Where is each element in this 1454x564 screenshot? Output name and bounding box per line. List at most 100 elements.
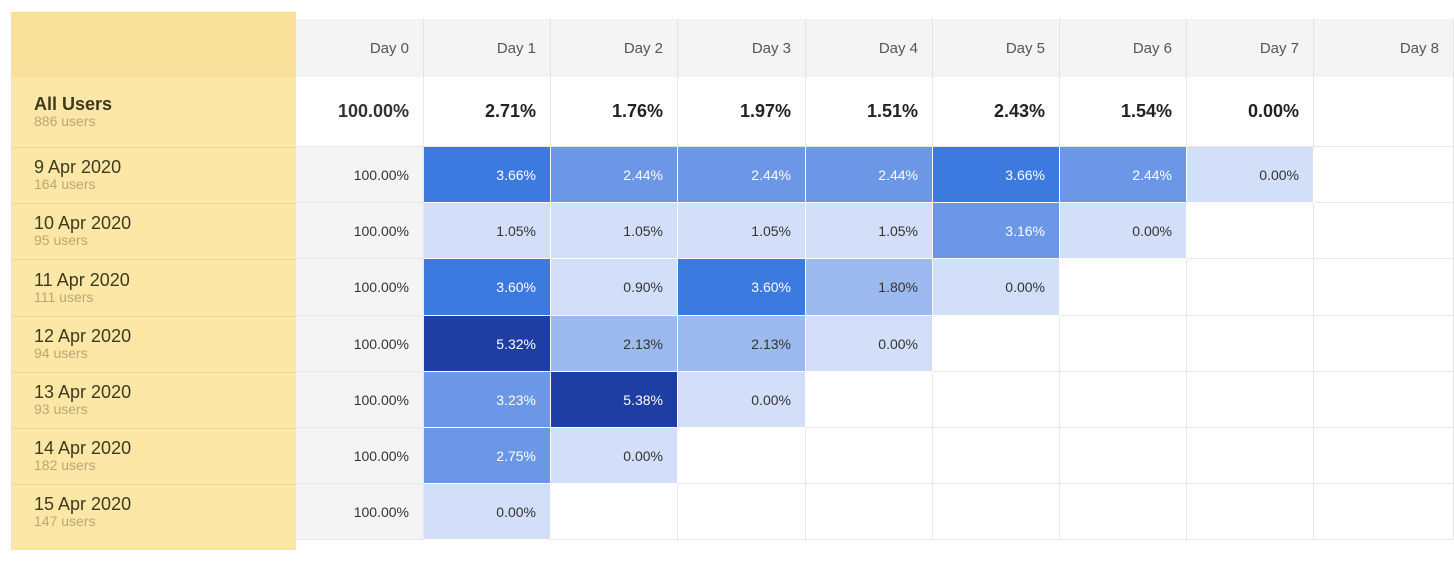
empty-cell: [933, 484, 1060, 540]
column-header-day-4: Day 4: [806, 19, 933, 77]
cohort-1-day-3-cell: 1.05%: [678, 203, 806, 259]
empty-cell: [933, 428, 1060, 484]
row-label-cohort-6-name: 15 Apr 2020: [34, 494, 132, 515]
cohort-1-day-5-cell: 3.16%: [933, 203, 1060, 259]
cohort-0-day-6-cell: 2.44%: [1060, 147, 1187, 203]
row-label-all-users: All Users 886 users: [34, 95, 112, 129]
cohort-2-day-1-cell: 3.60%: [424, 259, 551, 316]
cohort-4-day-0-cell: 100.00%: [296, 372, 424, 428]
row-divider: [11, 147, 296, 148]
total-cell-day-8: [1314, 77, 1454, 147]
cohort-1-day-1-cell: 1.05%: [424, 203, 551, 259]
empty-cell: [1060, 259, 1187, 316]
row-label-cohort-3-name: 12 Apr 2020: [34, 325, 132, 346]
cohort-2-day-5-cell: 0.00%: [933, 259, 1060, 316]
empty-cell: [1187, 259, 1314, 316]
cohort-6-day-1-cell: 0.00%: [424, 484, 551, 540]
row-divider: [11, 316, 296, 317]
cohort-1-day-6-cell: 0.00%: [1060, 203, 1187, 259]
row-divider: [11, 484, 296, 485]
empty-cell: [1314, 316, 1454, 372]
row-label-all-users-count: 886 users: [34, 113, 96, 129]
cohort-3-day-4-cell: 0.00%: [806, 316, 933, 372]
row-label-cohort-4-name: 13 Apr 2020: [34, 381, 132, 402]
column-header-day-1: Day 1: [424, 19, 551, 77]
cohort-3-day-2-cell: 2.13%: [551, 316, 678, 372]
empty-cell: [1187, 203, 1314, 259]
cohort-5-day-0-cell: 100.00%: [296, 428, 424, 484]
column-header-day-8: Day 8: [1314, 19, 1454, 77]
cohort-5-day-2-cell: 0.00%: [551, 428, 678, 484]
empty-cell: [1060, 428, 1187, 484]
total-cell-day-6: 1.54%: [1060, 77, 1187, 147]
row-label-cohort-2-count: 111 users: [34, 288, 94, 305]
total-cell-day-4: 1.51%: [806, 77, 933, 147]
column-header-day-0: Day 0: [296, 19, 424, 77]
empty-cell: [678, 428, 806, 484]
column-header-day-7: Day 7: [1187, 19, 1314, 77]
cohort-0-day-5-cell: 3.66%: [933, 147, 1060, 203]
cohort-4-day-2-cell: 5.38%: [551, 372, 678, 428]
empty-cell: [806, 372, 933, 428]
cohort-1-day-4-cell: 1.05%: [806, 203, 933, 259]
cohort-2-day-3-cell: 3.60%: [678, 259, 806, 316]
empty-cell: [1187, 428, 1314, 484]
empty-cell: [1314, 259, 1454, 316]
empty-cell: [1314, 203, 1454, 259]
cohort-0-day-3-cell: 2.44%: [678, 147, 806, 203]
column-header-day-3: Day 3: [678, 19, 806, 77]
cohort-0-day-4-cell: 2.44%: [806, 147, 933, 203]
column-header-day-5: Day 5: [933, 19, 1060, 77]
empty-cell: [933, 316, 1060, 372]
row-label-cohort-4-count: 93 users: [34, 400, 88, 417]
empty-cell: [551, 484, 678, 540]
cohort-1-day-2-cell: 1.05%: [551, 203, 678, 259]
row-label-all-users-name: All Users: [34, 94, 113, 114]
cohort-0-day-0-cell: 100.00%: [296, 147, 424, 203]
cohort-6-day-0-cell: 100.00%: [296, 484, 424, 540]
row-label-highlight: [11, 12, 296, 550]
empty-cell: [806, 484, 933, 540]
cohort-0-day-1-cell: 3.66%: [424, 147, 551, 203]
cohort-3-day-3-cell: 2.13%: [678, 316, 806, 372]
column-header-day-2: Day 2: [551, 19, 678, 77]
total-cell-day-2: 1.76%: [551, 77, 678, 147]
row-label-cohort-1-count: 95 users: [34, 232, 88, 249]
cohort-2-day-2-cell: 0.90%: [551, 259, 678, 316]
empty-cell: [1314, 428, 1454, 484]
row-label-cohort-1-name: 10 Apr 2020: [34, 213, 132, 234]
row-label-cohort-5-count: 182 users: [34, 457, 96, 474]
total-cell-day-7: 0.00%: [1187, 77, 1314, 147]
cohort-0-day-2-cell: 2.44%: [551, 147, 678, 203]
cohort-3-day-0-cell: 100.00%: [296, 316, 424, 372]
row-divider: [11, 203, 296, 204]
empty-cell: [678, 484, 806, 540]
row-label-cohort-6-count: 147 users: [34, 513, 96, 530]
row-label-cohort-5: 14 Apr 2020 182 users: [34, 439, 131, 473]
row-label-cohort-2: 11 Apr 2020 111 users: [34, 269, 130, 305]
row-label-cohort-1: 10 Apr 2020 95 users: [34, 214, 131, 248]
empty-cell: [1187, 484, 1314, 540]
cohort-0-day-7-cell: 0.00%: [1187, 147, 1314, 203]
cohort-2-day-4-cell: 1.80%: [806, 259, 933, 316]
row-label-cohort-2-name: 11 Apr 2020: [34, 269, 130, 290]
row-label-header: [11, 12, 296, 78]
cohort-3-day-1-cell: 5.32%: [424, 316, 551, 372]
empty-cell: [1060, 484, 1187, 540]
cohort-4-day-1-cell: 3.23%: [424, 372, 551, 428]
empty-cell: [1060, 372, 1187, 428]
row-label-cohort-0-count: 164 users: [34, 176, 96, 193]
row-label-cohort-3-count: 94 users: [34, 344, 88, 361]
empty-cell: [1187, 316, 1314, 372]
empty-cell: [1060, 316, 1187, 372]
cohort-2-day-0-cell: 100.00%: [296, 259, 424, 316]
empty-cell: [933, 372, 1060, 428]
row-label-cohort-0-name: 9 Apr 2020: [34, 157, 122, 178]
empty-cell: [1314, 372, 1454, 428]
total-cell-day-0: 100.00%: [296, 77, 424, 147]
row-divider: [11, 259, 296, 260]
cohort-4-day-3-cell: 0.00%: [678, 372, 806, 428]
row-label-cohort-5-name: 14 Apr 2020: [34, 438, 132, 459]
empty-cell: [1314, 147, 1454, 203]
